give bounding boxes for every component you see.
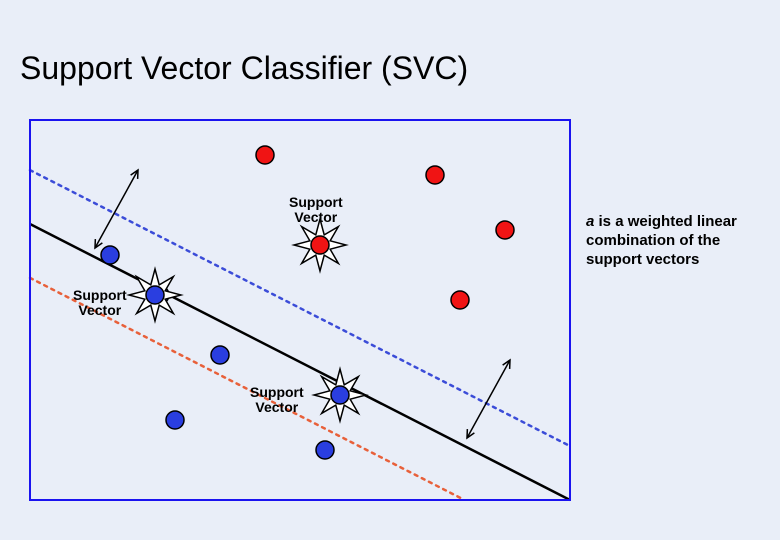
slide-page: Support Vector Classifier (SVC) a is a w… (0, 0, 780, 540)
data-point-red (496, 221, 514, 239)
support-vector-label-1: Support Vector (289, 195, 343, 224)
slide-title: Support Vector Classifier (SVC) (20, 50, 468, 87)
data-point-blue (316, 441, 334, 459)
support-vector-label-2: Support Vector (73, 288, 127, 317)
caption-text: a is a weighted linear combination of th… (586, 213, 771, 269)
data-point-blue (166, 411, 184, 429)
caption-rest: is a weighted linear combination of the … (586, 213, 737, 268)
support-vector-point (331, 386, 349, 404)
data-point-blue (101, 246, 119, 264)
support-vector-point (146, 286, 164, 304)
support-vector-label-3: Support Vector (250, 385, 304, 414)
data-point-blue (211, 346, 229, 364)
data-point-red (451, 291, 469, 309)
data-point-red (426, 166, 444, 184)
support-vector-point (311, 236, 329, 254)
data-point-red (256, 146, 274, 164)
